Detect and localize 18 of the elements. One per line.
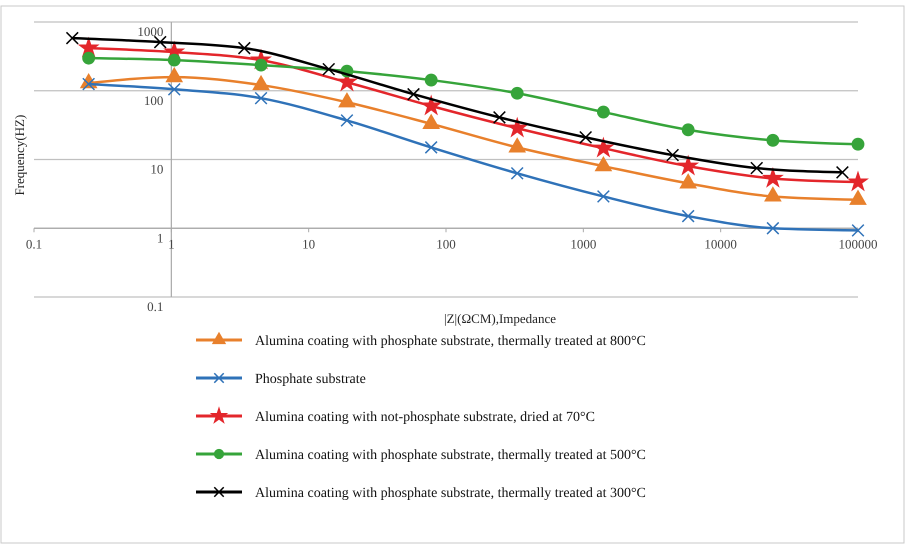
x-tick-label: 10000 — [704, 236, 737, 252]
y-axis-title: Frequency(HZ) — [12, 114, 27, 196]
legend-label: Alumina coating with phosphate substrate, thermally treated at 500°C — [255, 448, 646, 463]
legend-label: Alumina coating with not-phosphate substrate, dried at 70°C — [255, 410, 595, 425]
x-tick-label: 100 — [436, 236, 456, 252]
y-tick-label: 1000 — [137, 24, 164, 39]
x-tick-label: 100000 — [838, 236, 878, 252]
x-axis-title: |Z|(ΩCM),Impedance — [444, 311, 556, 326]
legend-label: Alumina coating with phosphate substrate, thermally treated at 800°C — [255, 334, 646, 349]
x-tick-label: 1000 — [570, 236, 596, 252]
x-tick-label: 10 — [302, 236, 316, 252]
y-tick-label: 100 — [144, 92, 164, 108]
legend-label: Phosphate substrate — [255, 372, 366, 387]
x-tick-label: 1 — [168, 236, 175, 252]
legend-label: Alumina coating with phosphate substrate, thermally treated at 300°C — [255, 486, 646, 501]
x-tick-label: 0.1 — [26, 236, 42, 252]
y-tick-label: 0.1 — [147, 299, 164, 314]
y-tick-label: 10 — [150, 162, 164, 176]
